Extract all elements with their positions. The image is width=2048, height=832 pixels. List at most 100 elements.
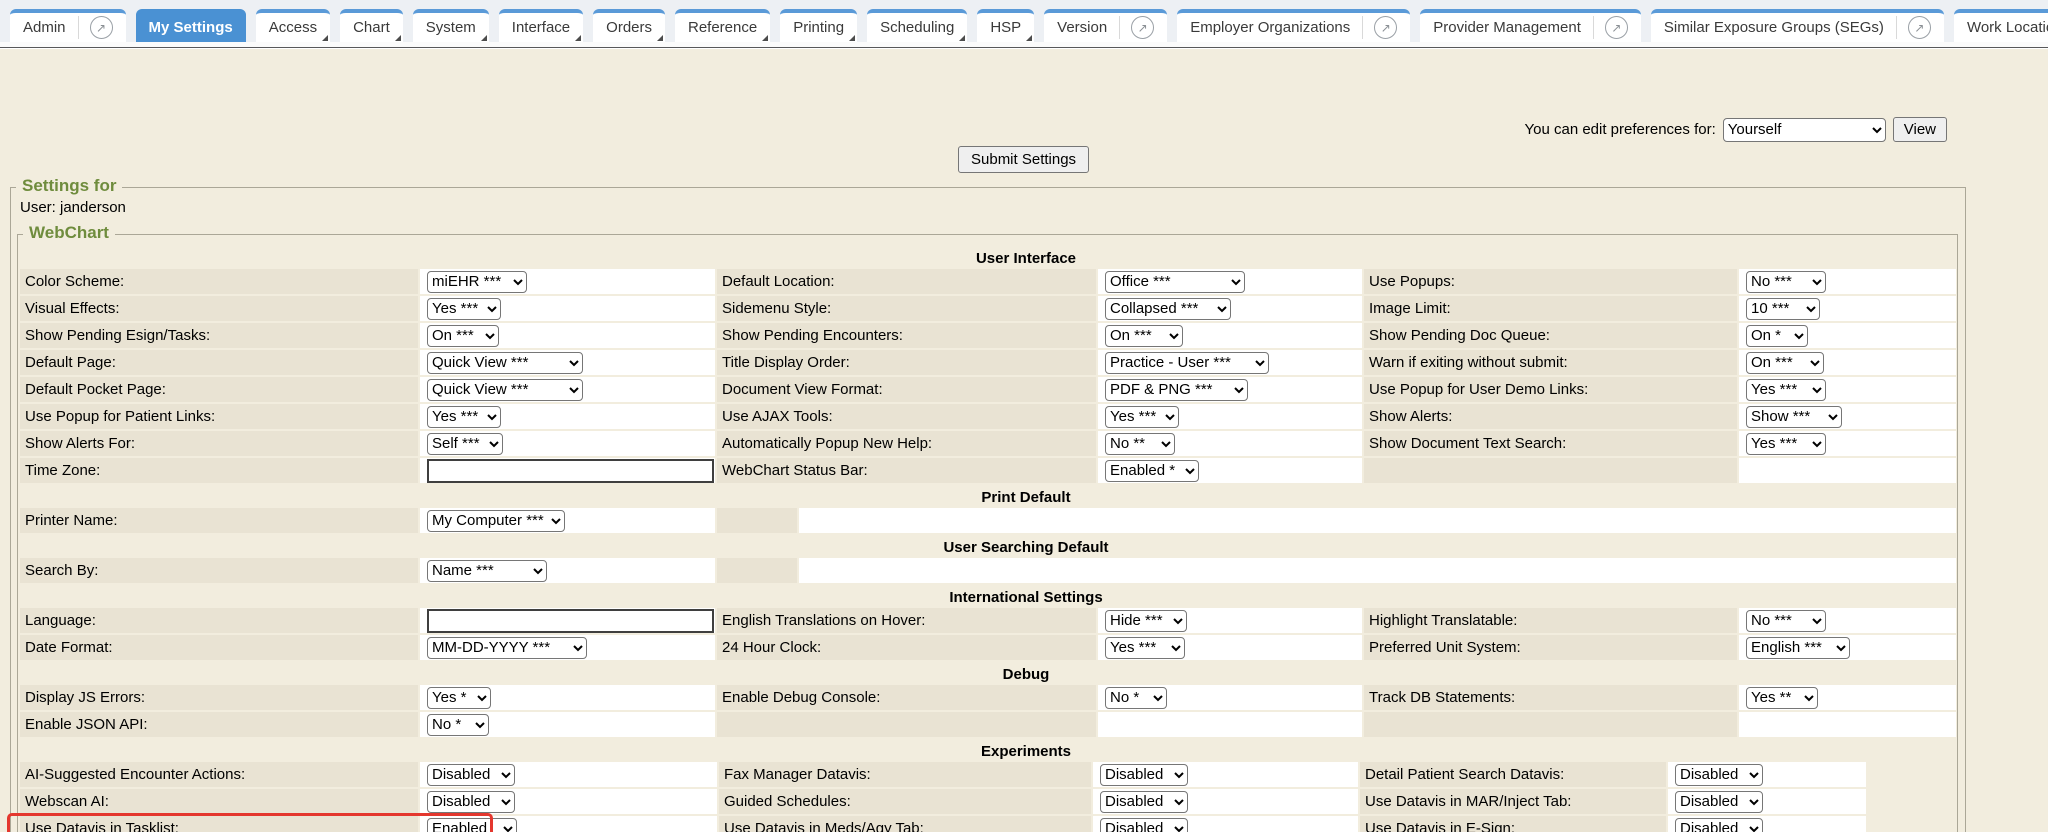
setting-select-enable-json-api[interactable]: No * — [427, 713, 489, 736]
tab-system[interactable]: System — [412, 9, 489, 42]
empty-label-cell — [1364, 458, 1737, 483]
tab-interface[interactable]: Interface — [498, 9, 584, 42]
setting-control-cell: Yes *** — [1098, 635, 1362, 660]
setting-label-fax-manager-datavis: Fax Manager Datavis: — [719, 762, 1091, 787]
tab-orders[interactable]: Orders — [593, 9, 665, 42]
setting-select-webchart-status-bar[interactable]: Enabled * — [1105, 459, 1199, 482]
setting-select-track-db-statements[interactable]: Yes ** — [1746, 686, 1818, 709]
setting-control-cell: No * — [1098, 685, 1362, 710]
setting-select-image-limit[interactable]: 10 *** — [1746, 297, 1820, 320]
setting-select-warn-if-exiting-without-submit[interactable]: On *** — [1746, 351, 1824, 374]
setting-select-webscan-ai[interactable]: Disabled — [427, 790, 515, 813]
setting-select-use-popup-for-user-demo-links[interactable]: Yes *** — [1746, 378, 1826, 401]
setting-select-show-document-text-search[interactable]: Yes *** — [1746, 432, 1826, 455]
setting-select-use-popups[interactable]: No *** — [1746, 270, 1826, 293]
setting-select-highlight-translatable[interactable]: No *** — [1746, 609, 1826, 632]
setting-control-cell: Disabled — [1668, 816, 1866, 832]
setting-label-show-pending-encounters: Show Pending Encounters: — [717, 323, 1096, 348]
tab-label: Scheduling — [880, 19, 955, 36]
setting-select-search-by[interactable]: Name *** — [427, 559, 547, 582]
setting-control-cell: Yes *** — [1739, 377, 1956, 402]
tab-bar: Admin ↗ My Settings Access Chart System Interf… — [0, 0, 2048, 42]
tab-employer-organizations[interactable]: Employer Organizations ↗ — [1177, 9, 1411, 42]
setting-select-printer-name[interactable]: My Computer *** — [427, 509, 565, 532]
setting-select-24-hour-clock[interactable]: Yes *** — [1105, 636, 1185, 659]
popout-icon[interactable]: ↗ — [1907, 16, 1931, 39]
setting-control-cell: Yes ** — [1739, 685, 1956, 710]
setting-select-guided-schedules[interactable]: Disabled — [1100, 790, 1188, 813]
setting-label-image-limit: Image Limit: — [1364, 296, 1737, 321]
setting-control-cell: Disabled — [1093, 816, 1358, 832]
setting-select-use-datavis-in-mar-inject-tab[interactable]: Disabled — [1675, 790, 1763, 813]
tab-printing[interactable]: Printing — [780, 9, 858, 42]
popout-section[interactable]: ↗ — [1592, 16, 1628, 39]
edit-preferences-select[interactable]: Yourself — [1722, 117, 1886, 142]
setting-select-fax-manager-datavis[interactable]: Disabled — [1100, 763, 1188, 786]
setting-control-cell: Enabled — [420, 816, 717, 832]
setting-select-show-pending-encounters[interactable]: On *** — [1105, 324, 1183, 347]
dropdown-corner-icon — [1026, 35, 1033, 41]
popout-icon[interactable]: ↗ — [1604, 16, 1628, 39]
setting-select-default-location[interactable]: Office *** — [1105, 270, 1245, 293]
tab-work-locations[interactable]: Work Locations↗ — [1953, 9, 2048, 42]
setting-select-sidemenu-style[interactable]: Collapsed *** — [1105, 297, 1231, 320]
setting-control-cell: Yes * — [420, 685, 715, 710]
setting-select-color-scheme[interactable]: miEHR *** — [427, 270, 527, 293]
setting-control-cell: No *** — [1739, 269, 1956, 294]
setting-select-date-format[interactable]: MM-DD-YYYY *** — [427, 636, 587, 659]
setting-select-preferred-unit-system[interactable]: English *** — [1746, 636, 1850, 659]
popout-section[interactable]: ↗ — [77, 16, 113, 39]
tab-similar-exposure-groups-segs[interactable]: Similar Exposure Groups (SEGs) ↗ — [1650, 9, 1944, 42]
setting-label-ai-suggested-encounter-actions: AI-Suggested Encounter Actions: — [20, 762, 418, 787]
setting-input-language[interactable] — [427, 608, 714, 633]
tab-my-settings[interactable]: My Settings — [135, 9, 246, 42]
tab-admin[interactable]: Admin ↗ — [10, 9, 126, 42]
setting-select-document-view-format[interactable]: PDF & PNG *** — [1105, 378, 1248, 401]
popout-section[interactable]: ↗ — [1362, 16, 1398, 39]
settings-row: Default Page: Quick View *** Title Display… — [20, 350, 1956, 375]
setting-select-show-pending-esign-tasks[interactable]: On *** — [427, 324, 499, 347]
setting-select-use-ajax-tools[interactable]: Yes *** — [1105, 405, 1179, 428]
setting-select-visual-effects[interactable]: Yes *** — [427, 297, 501, 320]
submit-settings-button[interactable]: Submit Settings — [958, 146, 1090, 173]
setting-input-time-zone[interactable] — [427, 458, 714, 483]
setting-select-use-popup-for-patient-links[interactable]: Yes *** — [427, 405, 501, 428]
setting-select-default-pocket-page[interactable]: Quick View *** — [427, 378, 583, 401]
setting-select-detail-patient-search-datavis[interactable]: Disabled — [1675, 763, 1763, 786]
tab-version[interactable]: Version ↗ — [1044, 9, 1168, 42]
tab-access[interactable]: Access — [255, 9, 331, 42]
setting-select-use-datavis-in-meds-agy-tab[interactable]: Disabled — [1100, 817, 1188, 832]
setting-control-cell: On *** — [1098, 323, 1362, 348]
view-button[interactable]: View — [1892, 117, 1947, 142]
popout-icon[interactable]: ↗ — [89, 16, 113, 39]
setting-control-cell: Enabled * — [1098, 458, 1362, 483]
setting-select-title-display-order[interactable]: Practice - User *** — [1105, 351, 1269, 374]
tab-provider-management[interactable]: Provider Management ↗ — [1420, 9, 1641, 42]
empty-label-cell — [717, 508, 797, 533]
setting-label-sidemenu-style: Sidemenu Style: — [717, 296, 1096, 321]
setting-control-cell: Disabled — [1668, 789, 1866, 814]
settings-row: Color Scheme: miEHR *** Default Location: O… — [20, 269, 1956, 294]
tab-hsp[interactable]: HSP — [977, 9, 1035, 42]
setting-select-english-translations-on-hover[interactable]: Hide *** — [1105, 609, 1187, 632]
setting-select-default-page[interactable]: Quick View *** — [427, 351, 583, 374]
setting-select-show-alerts-for[interactable]: Self *** — [427, 432, 503, 455]
setting-select-display-js-errors[interactable]: Yes * — [427, 686, 491, 709]
setting-select-use-datavis-in-tasklist[interactable]: Enabled — [427, 817, 517, 832]
setting-select-ai-suggested-encounter-actions[interactable]: Disabled — [427, 763, 515, 786]
popout-section[interactable]: ↗ — [1119, 16, 1155, 39]
tab-chart[interactable]: Chart — [340, 9, 403, 42]
tab-reference[interactable]: Reference — [675, 9, 771, 42]
dropdown-corner-icon — [657, 35, 663, 41]
popout-section[interactable]: ↗ — [1895, 16, 1931, 39]
setting-control-cell: No *** — [1739, 608, 1956, 633]
popout-icon[interactable]: ↗ — [1374, 16, 1398, 39]
tab-scheduling[interactable]: Scheduling — [867, 9, 968, 42]
setting-select-automatically-popup-new-help[interactable]: No ** — [1105, 432, 1175, 455]
popout-icon[interactable]: ↗ — [1131, 16, 1155, 39]
setting-select-enable-debug-console[interactable]: No * — [1105, 686, 1167, 709]
setting-select-use-datavis-in-e-sign[interactable]: Disabled — [1675, 817, 1763, 832]
setting-select-show-pending-doc-queue[interactable]: On * — [1746, 324, 1808, 347]
setting-select-show-alerts[interactable]: Show *** — [1746, 405, 1842, 428]
setting-control-cell — [1739, 458, 1956, 483]
